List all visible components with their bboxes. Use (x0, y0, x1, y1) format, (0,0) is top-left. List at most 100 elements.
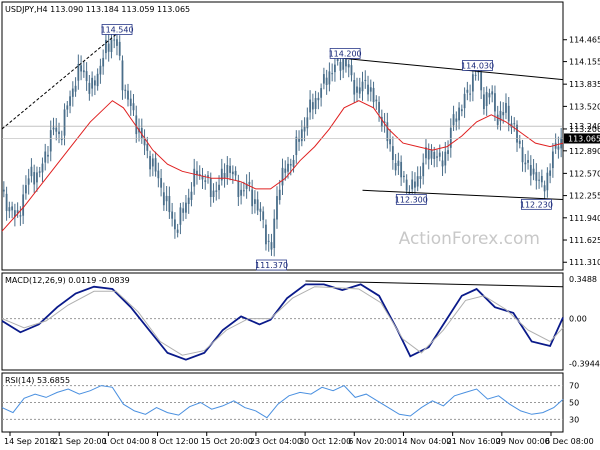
candle-body (173, 219, 176, 230)
candle-body (49, 130, 52, 152)
time-tick-label: 21 Sep 20:00 (53, 437, 106, 446)
candle-body (55, 127, 58, 132)
candle-body (113, 39, 116, 41)
price-tick-label: 112.255 (569, 192, 600, 201)
candle-body (179, 207, 182, 225)
candle-body (2, 189, 5, 192)
candle-body (22, 194, 25, 216)
candle-body (452, 114, 455, 126)
price-tick-label: 113.200 (569, 125, 600, 134)
trendline (362, 189, 564, 200)
candle-body (229, 165, 231, 173)
candle-body (96, 73, 99, 87)
candle-body (201, 175, 204, 180)
candle-body (447, 150, 449, 154)
rsi-tick-label: 70 (569, 382, 579, 391)
candle-body (397, 160, 400, 166)
candle-body (394, 163, 397, 171)
candle-body (121, 60, 124, 91)
price-tick-label: 114.155 (569, 58, 600, 67)
candle-body (334, 64, 336, 73)
macd-frame (1, 272, 564, 371)
candle-body (58, 131, 60, 135)
price-tick-label: 112.570 (569, 169, 600, 178)
candle-body (463, 93, 466, 109)
chart-header: USDJPY,H4 113.090 113.184 113.059 113.06… (5, 5, 190, 14)
candle-body (532, 168, 535, 175)
price-annotation-box (256, 259, 287, 271)
candle-body (521, 147, 524, 163)
candle-body (19, 215, 22, 217)
candle-body (41, 163, 44, 173)
candle-body (303, 126, 306, 132)
candle-body (85, 71, 88, 82)
macd-panel: MACD(12,26,9) 0.0119 -0.0839 0.3488 0.00 -0… (1, 272, 600, 371)
candle-body (171, 211, 174, 219)
price-tick-label: 113.835 (569, 80, 600, 89)
candle-body (107, 43, 110, 52)
candle-body (546, 172, 549, 191)
candle-body (474, 74, 477, 76)
candle-body (507, 105, 510, 122)
candle-body (560, 137, 563, 149)
candle-body (276, 196, 278, 220)
current-price-label: 113.065 (568, 134, 600, 143)
candle-body (422, 162, 425, 177)
candle-body (33, 172, 36, 185)
time-tick-label: 15 Oct 20:00 (201, 437, 253, 446)
candle-body (226, 165, 229, 178)
candle-body (540, 175, 543, 183)
price-annotation-box (395, 194, 427, 205)
time-tick-label: 23 Oct 04:00 (250, 437, 302, 446)
candle-body (25, 185, 27, 194)
candle-body (254, 199, 256, 204)
candle-body (353, 80, 356, 95)
macd-tick-label: 0.00 (569, 315, 587, 324)
candle-body (198, 174, 201, 176)
candle-body (240, 189, 243, 196)
candle-body (44, 151, 47, 163)
candle-body (270, 242, 273, 250)
candle-body (129, 98, 132, 106)
candle-body (386, 122, 389, 142)
price-annotation-box (462, 60, 493, 71)
candle-body (356, 86, 358, 93)
candle-body (91, 77, 94, 89)
candle-body (557, 146, 560, 150)
candle-body (237, 180, 240, 197)
rsi-tick-label: 30 (569, 415, 579, 424)
candle-body (433, 151, 436, 160)
candle-body (207, 175, 209, 177)
trendline (344, 57, 564, 81)
candle-body (154, 158, 157, 172)
candle-body (182, 208, 185, 213)
candle-body (311, 102, 314, 110)
candle-body (267, 240, 270, 242)
candle-body (215, 190, 218, 192)
candle-body (383, 121, 386, 123)
candle-body (245, 183, 248, 189)
candle-body (524, 162, 527, 165)
candle-body (99, 65, 102, 75)
candle-body (477, 71, 480, 73)
candle-body (378, 101, 380, 113)
price-annotation-label: 114.540 (100, 25, 133, 34)
candle-body (196, 170, 198, 176)
candle-body (273, 218, 276, 249)
candle-body (105, 39, 107, 54)
candle-body (281, 167, 284, 186)
candle-body (364, 79, 367, 81)
rsi-tick-label: 50 (569, 399, 579, 408)
candle-body (27, 178, 30, 185)
candle-body (538, 179, 540, 181)
moving-average-line (1, 100, 564, 232)
candle-body (63, 109, 66, 136)
candle-body (157, 170, 160, 179)
candle-body (289, 164, 292, 166)
candle-body (30, 166, 33, 177)
candle-body (160, 178, 163, 188)
price-tick-label: 113.520 (569, 102, 600, 111)
candle-body (380, 116, 383, 127)
